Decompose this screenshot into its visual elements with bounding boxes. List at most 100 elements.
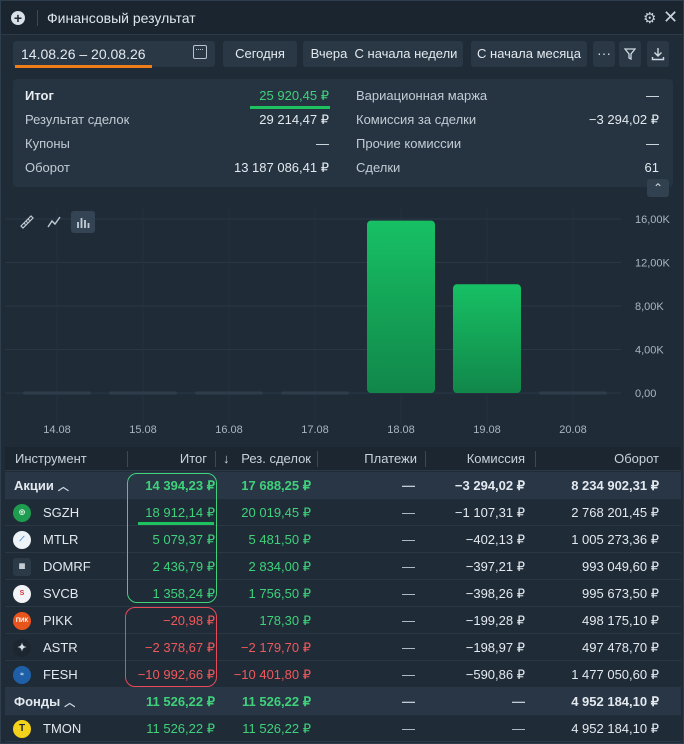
- cell-commission: −402,13 ₽: [465, 532, 525, 547]
- cell-turnover: 8 234 902,31 ₽: [571, 478, 659, 493]
- instrument-name: SVCB: [43, 586, 79, 601]
- instrument-name: FESH: [43, 667, 78, 682]
- yesterday-button[interactable]: Вчера: [303, 41, 355, 67]
- x-tick-label: 16.08: [215, 424, 243, 436]
- svcb-logo: S: [13, 585, 31, 603]
- commission-label: Комиссия за сделки: [356, 112, 477, 127]
- toolbar: 14.08.26 – 20.08.26 Сегодня Вчера С нача…: [13, 41, 673, 68]
- cell-deals: 20 019,45 ₽: [241, 505, 311, 520]
- cell-total: 5 079,37 ₽: [152, 532, 216, 547]
- gear-icon[interactable]: ⚙: [643, 10, 657, 27]
- date-range-value: 14.08.26 – 20.08.26: [21, 46, 146, 62]
- x-tick-label: 15.08: [129, 424, 157, 436]
- instrument-name: MTLR: [43, 532, 79, 547]
- cell-payments: —: [402, 721, 415, 736]
- negative-highlight-frame: [125, 607, 217, 687]
- header-separator: [535, 451, 536, 467]
- x-tick-label: 20.08: [559, 424, 587, 436]
- week-start-button[interactable]: С начала недели: [349, 41, 463, 67]
- trades-label: Сделки: [356, 160, 401, 175]
- cell-deals: 17 688,25 ₽: [241, 478, 311, 493]
- collapse-summary-button[interactable]: ⌃: [647, 179, 669, 197]
- summary-row-1: Итог 25 920,45 ₽ Вариационная маржа —: [13, 88, 673, 108]
- y-tick-label: 12,00K: [635, 258, 671, 270]
- summary-row-4: Оборот 13 187 086,41 ₽ Сделки 61: [13, 160, 673, 180]
- cell-turnover: 498 175,10 ₽: [582, 613, 659, 628]
- group-row-funds[interactable]: Фонды ︿ 11 526,22 ₽ 11 526,22 ₽ — — 4 952…: [5, 688, 681, 715]
- plus-circle-icon[interactable]: +: [11, 11, 25, 25]
- filter-icon[interactable]: [619, 41, 641, 67]
- sgzh-total-underline: [138, 522, 214, 525]
- more-options-button[interactable]: ···: [593, 41, 615, 67]
- table-row[interactable]: T TMON 11 526,22 ₽ 11 526,22 ₽ — — 4 952…: [5, 715, 681, 742]
- table-row[interactable]: S SVCB 1 358,24 ₽ 1 756,50 ₽ — −398,26 ₽…: [5, 580, 681, 607]
- cell-payments: —: [402, 613, 415, 628]
- cell-deals: 11 526,22 ₽: [242, 721, 311, 736]
- positive-highlight-frame: [127, 473, 217, 603]
- trades-value: 61: [644, 160, 659, 175]
- instrument-name: PIKK: [43, 613, 73, 628]
- header-turnover[interactable]: Оборот: [614, 451, 659, 466]
- group-row-stocks[interactable]: Акции ︿ 14 394,23 ₽ 17 688,25 ₽ — −3 294,…: [5, 472, 681, 499]
- cell-total: 11 526,22 ₽: [146, 721, 215, 736]
- line-chart-icon[interactable]: [43, 211, 67, 233]
- today-button[interactable]: Сегодня: [223, 41, 297, 67]
- cell-commission: −590,86 ₽: [465, 667, 525, 682]
- cell-turnover: 993 049,60 ₽: [582, 559, 659, 574]
- cell-turnover: 4 952 184,10 ₽: [571, 694, 659, 709]
- cell-deals: 1 756,50 ₽: [248, 586, 312, 601]
- y-tick-label: 4,00K: [635, 345, 664, 357]
- cell-commission: −3 294,02 ₽: [454, 478, 525, 493]
- date-range-picker[interactable]: 14.08.26 – 20.08.26: [13, 41, 215, 67]
- header-total[interactable]: Итог: [179, 451, 207, 466]
- header-deals-result[interactable]: Рез. сделок: [241, 451, 311, 466]
- download-icon[interactable]: [647, 41, 669, 67]
- summary-row-2: Результат сделок 29 214,47 ₽ Комиссия за…: [13, 112, 673, 132]
- chevron-up-icon[interactable]: ︿: [57, 481, 69, 493]
- x-tick-label: 19.08: [473, 424, 501, 436]
- ruler-icon[interactable]: [15, 211, 39, 233]
- coupons-label: Купоны: [25, 136, 70, 151]
- chevron-up-icon[interactable]: ︿: [64, 697, 76, 709]
- table-row[interactable]: ▦ DOMRF 2 436,79 ₽ 2 834,00 ₽ — −397,21 …: [5, 553, 681, 580]
- result-chart: 0,00 4,00K 8,00K 12,00K 16,00K 14.08 15.08 16.0…: [5, 199, 681, 441]
- total-label: Итог: [25, 88, 54, 103]
- table-row[interactable]: ◎ SGZH 18 912,14 ₽ 20 019,45 ₽ — −1 107,…: [5, 499, 681, 526]
- table-row[interactable]: ✦ ASTR −2 378,67 ₽ −2 179,70 ₽ — −198,97…: [5, 634, 681, 661]
- cell-deals: −2 179,70 ₽: [240, 640, 311, 655]
- cell-payments: —: [402, 586, 415, 601]
- table-row[interactable]: ПИК PIKK −20,98 ₽ 178,30 ₽ — −199,28 ₽ 4…: [5, 607, 681, 634]
- header-commission[interactable]: Комиссия: [466, 451, 525, 466]
- cell-payments: —: [402, 478, 415, 493]
- instrument-name: DOMRF: [43, 559, 91, 574]
- table-row[interactable]: ⟋ MTLR 5 079,37 ₽ 5 481,50 ₽ — −402,13 ₽…: [5, 526, 681, 553]
- y-tick-label: 16,00K: [635, 214, 671, 226]
- cell-commission: −398,26 ₽: [465, 586, 525, 601]
- cell-commission: —: [512, 694, 525, 709]
- coupons-value: —: [316, 136, 329, 151]
- table-row[interactable]: ≈ FESH −10 992,66 ₽ −10 401,80 ₽ — −590,…: [5, 661, 681, 688]
- cell-turnover: 995 673,50 ₽: [582, 586, 659, 601]
- other-commission-label: Прочие комиссии: [356, 136, 462, 151]
- header-separator: [215, 451, 216, 467]
- calendar-icon[interactable]: [193, 45, 207, 59]
- instrument-name: ASTR: [43, 640, 78, 655]
- cell-commission: —: [512, 721, 525, 736]
- cell-commission: −397,21 ₽: [465, 559, 525, 574]
- bar: [539, 391, 607, 395]
- header-instrument[interactable]: Инструмент: [15, 451, 87, 466]
- bar-chart-icon[interactable]: [71, 211, 95, 233]
- domrf-logo: ▦: [13, 558, 31, 576]
- y-tick-label: 8,00K: [635, 301, 664, 313]
- close-icon[interactable]: ✕: [663, 7, 679, 27]
- var-margin-value: —: [646, 88, 659, 103]
- header-payments[interactable]: Платежи: [364, 451, 417, 466]
- cell-deals: −10 401,80 ₽: [233, 667, 311, 682]
- sort-desc-icon[interactable]: ↓: [223, 451, 230, 466]
- bar: [195, 391, 263, 395]
- month-start-button[interactable]: С начала месяца: [471, 41, 587, 67]
- cell-total: −10 992,66 ₽: [137, 667, 215, 682]
- header-separator: [127, 451, 128, 467]
- bar-chart-svg: 0,00 4,00K 8,00K 12,00K 16,00K 14.08 15.08 16.0…: [5, 209, 671, 436]
- turnover-label: Оборот: [25, 160, 70, 175]
